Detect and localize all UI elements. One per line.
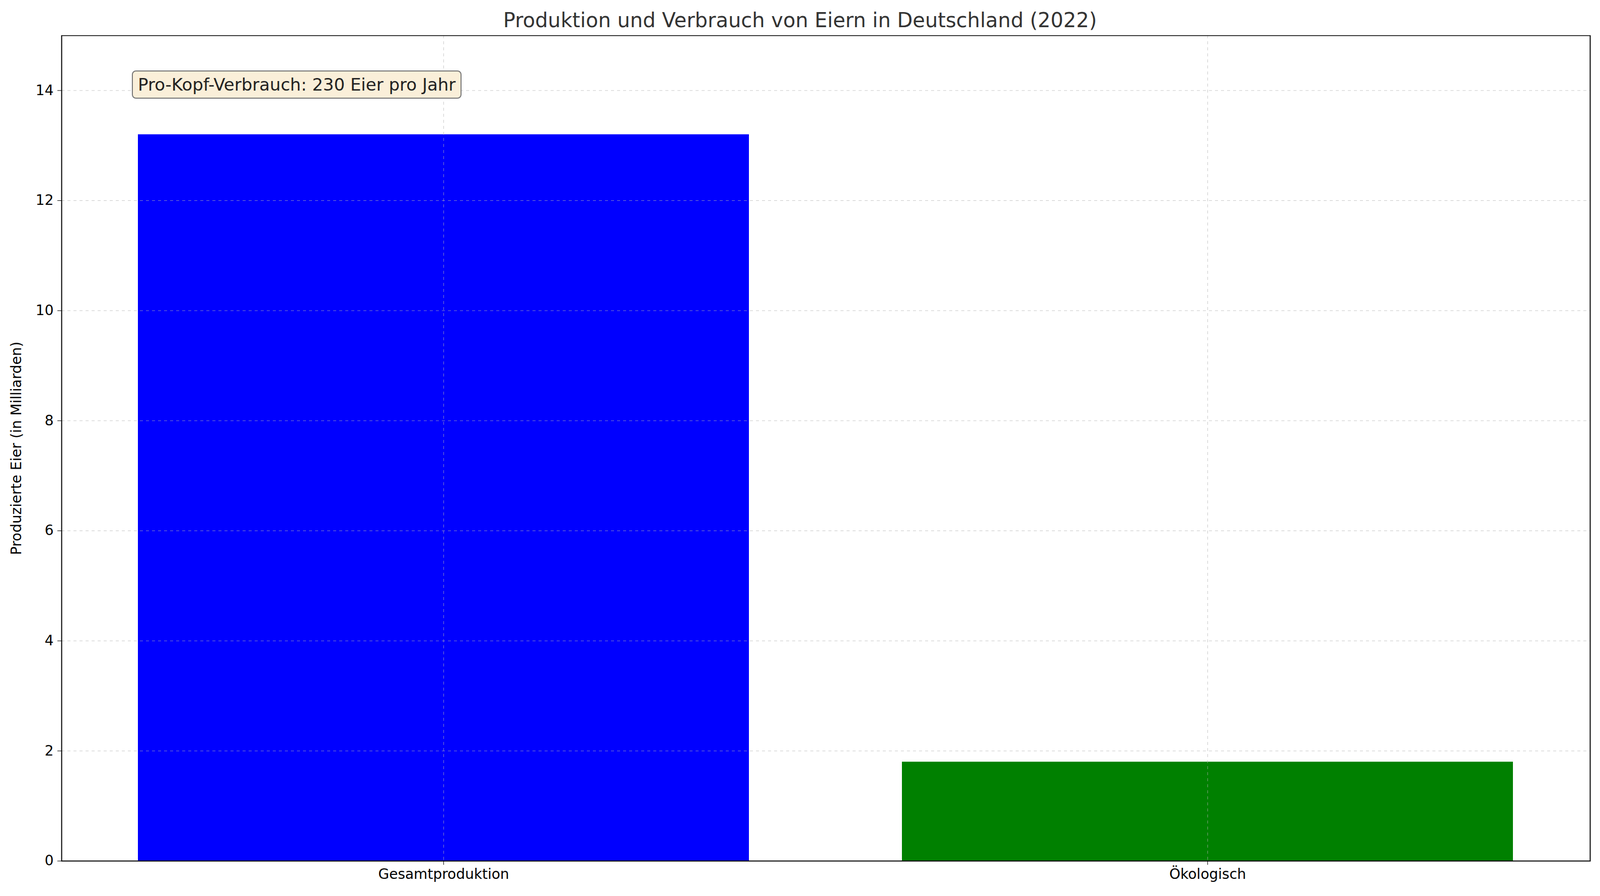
svg-text:6: 6 — [44, 521, 54, 539]
svg-text:Gesamtproduktion: Gesamtproduktion — [377, 865, 509, 883]
svg-text:12: 12 — [35, 191, 54, 209]
html-text:Produktion und Verbrauch von E: Produktion und Verbrauch von Eiern in De… — [503, 8, 1097, 32]
html-text:Pro-Kopf-Verbrauch: 230 Eier p: Pro-Kopf-Verbrauch: 230 Eier pro Jahr — [137, 74, 456, 95]
svg-text:14: 14 — [35, 82, 54, 99]
svg-text:0: 0 — [44, 852, 54, 869]
svg-text:4: 4 — [44, 632, 54, 649]
svg-text:2: 2 — [44, 742, 54, 759]
svg-text:Ökologisch: Ökologisch — [1169, 865, 1247, 883]
svg-text:Produzierte Eier (in Milliarde: Produzierte Eier (in Milliarden) — [8, 341, 25, 556]
svg-text:8: 8 — [44, 412, 54, 429]
svg-text:10: 10 — [35, 301, 54, 319]
